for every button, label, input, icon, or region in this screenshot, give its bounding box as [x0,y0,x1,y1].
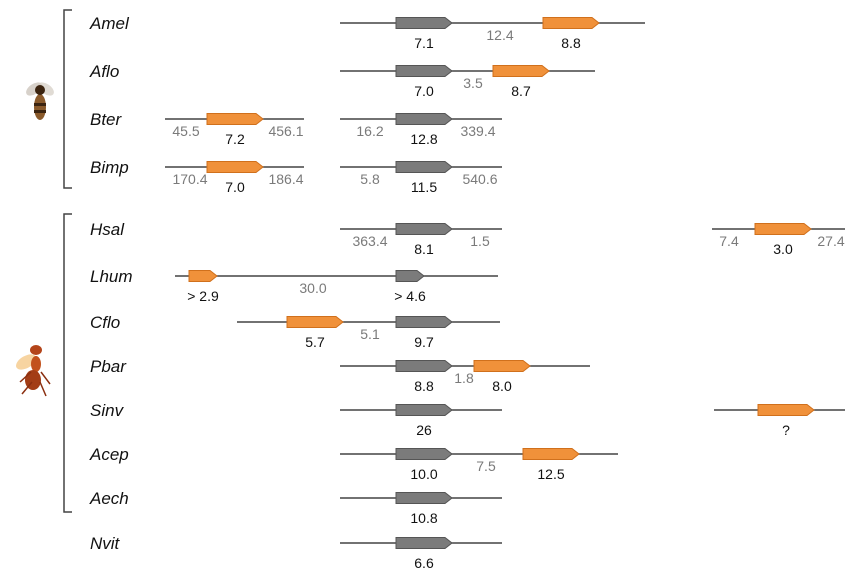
gray-gene-arrow [395,65,453,77]
gray-gene-arrow [395,448,453,460]
gene-row-bter: Bter 7.2 45.5 456.1 12.8 16.2 339.4 [90,110,502,147]
intergenic-distance-label: 363.4 [352,233,387,249]
intergenic-distance-label: 5.8 [360,171,380,187]
gene-size-label: 7.1 [414,35,434,51]
species-label: Acep [89,445,129,464]
intergenic-distance-label: 16.2 [356,123,383,139]
species-label: Hsal [90,220,125,239]
intergenic-distance-label: 1.5 [470,233,490,249]
intergenic-distance-label: 12.4 [486,27,513,43]
gene-size-label: 10.0 [410,466,437,482]
species-label: Lhum [90,267,133,286]
gene-row-pbar: Pbar 8.8 8.0 1.8 [90,357,590,394]
gene-row-aech: Aech 10.8 [89,489,502,526]
intergenic-distance-label: 7.5 [476,458,496,474]
gray-gene-arrow [395,492,453,504]
orange-gene-arrow [188,270,218,282]
gray-gene-arrow [395,161,453,173]
gene-row-nvit: Nvit 6.6 [90,534,502,568]
gene-row-amel: Amel 7.1 8.8 12.4 [89,14,645,51]
orange-gene-arrow [492,65,550,77]
orange-gene-arrow [206,161,264,173]
gene-size-label: 26 [416,422,432,438]
species-label: Aech [89,489,129,508]
gene-row-acep: Acep 10.0 12.5 7.5 [89,445,618,482]
intergenic-distance-label: 339.4 [460,123,495,139]
orange-gene-arrow [542,17,600,29]
gray-gene-arrow [395,113,453,125]
orange-gene-arrow [206,113,264,125]
gene-size-label: ? [782,422,790,438]
intergenic-distance-label: 1.8 [454,370,474,386]
intergenic-distance-label: 456.1 [268,123,303,139]
species-label: Bimp [90,158,129,177]
intergenic-distance-label: 45.5 [172,123,199,139]
gene-size-label: > 2.9 [187,288,219,304]
gray-gene-arrow [395,404,453,416]
gene-size-label: 10.8 [410,510,437,526]
gene-size-label: > 4.6 [394,288,426,304]
gene-size-label: 7.2 [225,131,245,147]
gene-size-label: 12.8 [410,131,437,147]
intergenic-distance-label: 3.5 [463,75,483,91]
species-label: Cflo [90,313,120,332]
gene-row-hsal: Hsal 8.1 363.4 1.5 3.0 7.4 27.4 [90,220,845,257]
gene-size-label: 8.8 [414,378,434,394]
gray-gene-arrow [395,316,453,328]
intergenic-distance-label: 5.1 [360,326,380,342]
gray-gene-arrow [395,17,453,29]
gene-size-label: 7.0 [225,179,245,195]
gray-gene-arrow [395,537,453,549]
gene-size-label: 7.0 [414,83,434,99]
intergenic-distance-label: 186.4 [268,171,303,187]
bee-group-bracket [63,9,72,189]
gene-row-bimp: Bimp 7.0 170.4 186.4 11.5 5.8 540.6 [90,158,502,195]
gene-size-label: 8.8 [561,35,581,51]
species-label: Nvit [90,534,121,553]
species-label: Aflo [89,62,119,81]
species-label: Pbar [90,357,127,376]
ant-group-bracket [63,213,72,513]
orange-gene-arrow [754,223,812,235]
gene-size-label: 3.0 [773,241,793,257]
ant-icon [16,345,51,397]
gene-row-aflo: Aflo 7.0 8.7 3.5 [89,62,595,99]
gene-size-label: 5.7 [305,334,325,350]
gene-size-label: 6.6 [414,555,434,568]
orange-gene-arrow [522,448,580,460]
gene-row-sinv: Sinv 26? [90,401,845,438]
orange-gene-arrow [757,404,815,416]
gray-gene-arrow [395,270,425,282]
intergenic-distance-label: 30.0 [299,280,326,296]
orange-gene-arrow [473,360,531,372]
gene-row-cflo: Cflo 5.7 9.7 5.1 [90,313,500,350]
gene-row-lhum: Lhum > 2.9 > 4.6 30.0 [90,267,498,304]
species-label: Bter [90,110,123,129]
bee-icon [26,82,54,120]
gray-gene-arrow [395,360,453,372]
species-label: Sinv [90,401,125,420]
gray-gene-arrow [395,223,453,235]
gene-size-label: 8.0 [492,378,512,394]
gene-size-label: 11.5 [411,179,437,195]
gene-size-label: 12.5 [537,466,564,482]
gene-size-label: 9.7 [414,334,434,350]
intergenic-distance-label: 540.6 [462,171,497,187]
orange-gene-arrow [286,316,344,328]
intergenic-distance-label: 27.4 [817,233,844,249]
gene-size-label: 8.7 [511,83,531,99]
species-label: Amel [89,14,130,33]
intergenic-distance-label: 7.4 [719,233,739,249]
intergenic-distance-label: 170.4 [172,171,207,187]
gene-size-label: 8.1 [414,241,434,257]
